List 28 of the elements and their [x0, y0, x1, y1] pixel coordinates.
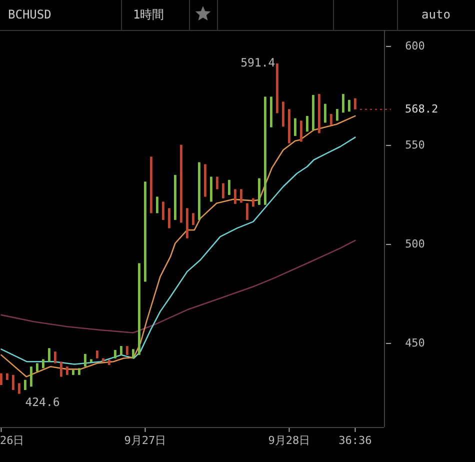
- candlestick: [246, 202, 248, 220]
- candlestick: [132, 348, 134, 359]
- candlestick: [30, 366, 32, 388]
- y-tick-label: 500: [405, 237, 425, 250]
- candlestick: [300, 120, 302, 142]
- candlestick: [168, 208, 170, 229]
- x-tick-label: 36:36: [338, 434, 372, 448]
- y-tick-label: 550: [405, 138, 425, 152]
- annotation: 591.4: [240, 56, 276, 70]
- candlestick: [222, 182, 224, 199]
- annotation: 424.6: [25, 394, 60, 409]
- x-tick-label: 9月27日: [124, 434, 166, 448]
- candlestick: [12, 374, 14, 390]
- candlestick: [60, 361, 62, 378]
- candlestick: [48, 348, 50, 362]
- x-tick-label: 26日: [0, 434, 24, 448]
- candlestick: [228, 179, 230, 196]
- candlestick: [216, 176, 218, 190]
- x-tick-label: 9月28日: [268, 434, 310, 448]
- ref-line-label: 568.2: [405, 102, 438, 116]
- candlestick: [240, 188, 242, 204]
- y-tick-label: 450: [405, 336, 425, 350]
- candlestick: [294, 118, 296, 136]
- candlestick: [162, 201, 164, 220]
- candlestick: [234, 188, 236, 204]
- y-tick-label: 600: [405, 39, 425, 52]
- toolbar: BCHUSD 1時間 auto: [0, 0, 475, 31]
- candlestick: [156, 196, 158, 214]
